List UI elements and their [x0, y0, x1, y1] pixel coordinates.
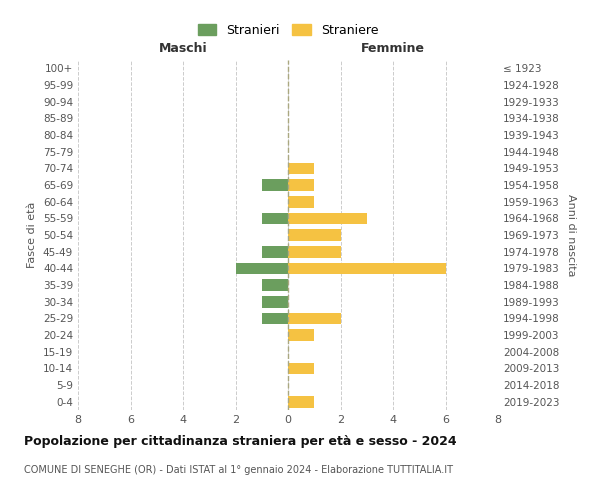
Bar: [262, 279, 288, 291]
Y-axis label: Anni di nascita: Anni di nascita: [566, 194, 576, 276]
Bar: [288, 229, 341, 241]
Bar: [288, 179, 314, 191]
Bar: [288, 212, 367, 224]
Bar: [288, 246, 341, 258]
Bar: [288, 329, 314, 341]
Bar: [288, 362, 314, 374]
Bar: [235, 262, 288, 274]
Bar: [288, 396, 314, 407]
Y-axis label: Fasce di età: Fasce di età: [28, 202, 37, 268]
Bar: [288, 262, 445, 274]
Bar: [262, 212, 288, 224]
Bar: [288, 162, 314, 174]
Bar: [262, 296, 288, 308]
Bar: [288, 312, 341, 324]
Bar: [288, 196, 314, 207]
Text: Popolazione per cittadinanza straniera per età e sesso - 2024: Popolazione per cittadinanza straniera p…: [24, 435, 457, 448]
Bar: [262, 179, 288, 191]
Bar: [262, 246, 288, 258]
Bar: [262, 312, 288, 324]
Text: Femmine: Femmine: [361, 42, 425, 55]
Text: Maschi: Maschi: [158, 42, 208, 55]
Text: COMUNE DI SENEGHE (OR) - Dati ISTAT al 1° gennaio 2024 - Elaborazione TUTTITALIA: COMUNE DI SENEGHE (OR) - Dati ISTAT al 1…: [24, 465, 453, 475]
Legend: Stranieri, Straniere: Stranieri, Straniere: [191, 18, 385, 43]
